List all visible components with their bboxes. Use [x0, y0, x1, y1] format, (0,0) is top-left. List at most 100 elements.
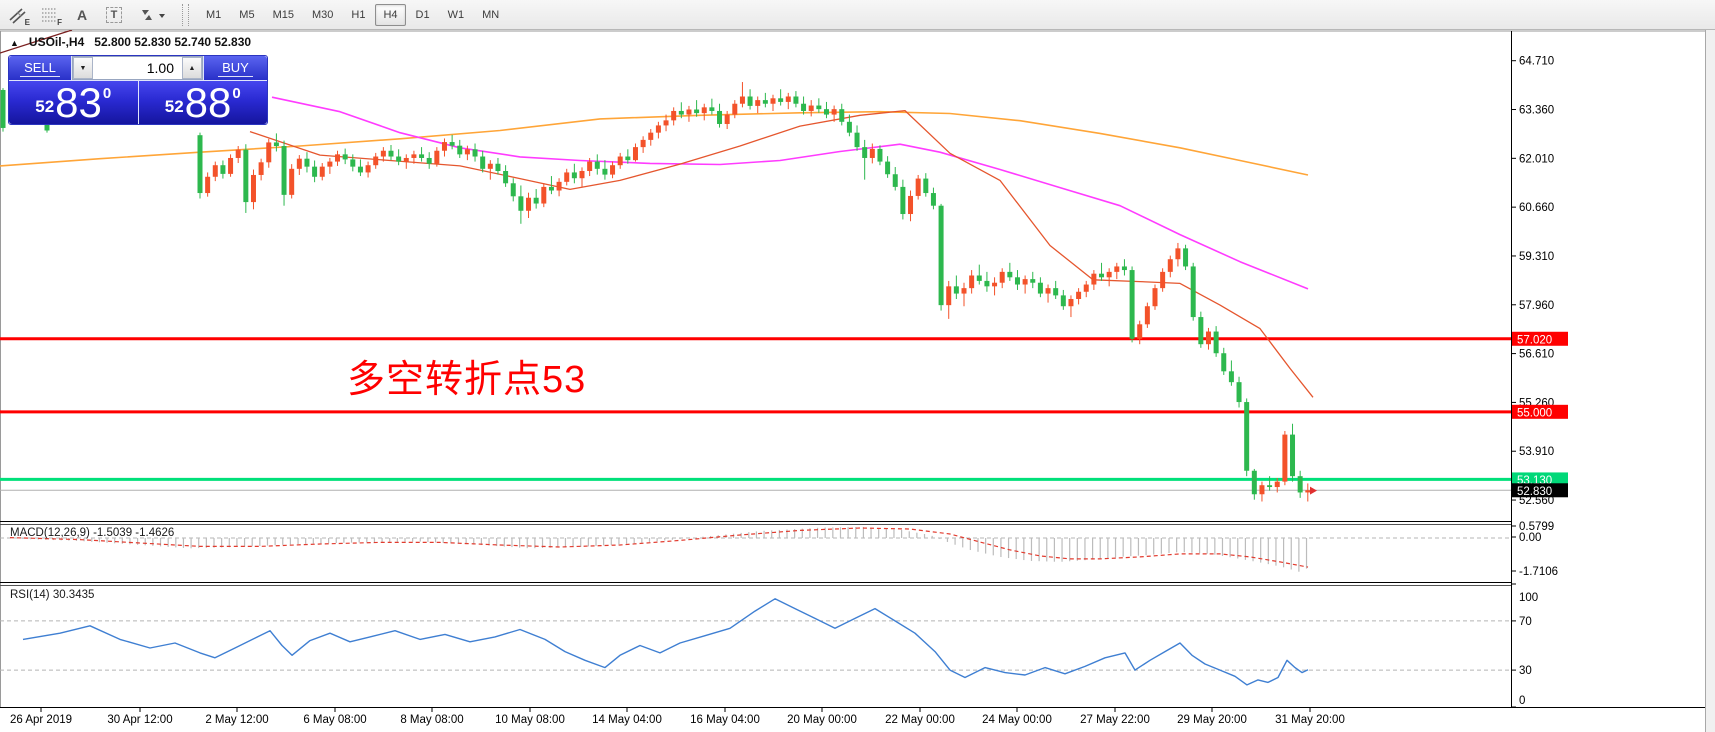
timeframe-button-W1[interactable]: W1	[440, 4, 473, 26]
time-axis-label[interactable]: 31 May 20:00	[1275, 714, 1345, 726]
equidistant-channel-icon[interactable]: E	[4, 2, 32, 28]
candle-body	[594, 161, 600, 169]
fibonacci-retracement-icon[interactable]: F	[42, 8, 62, 27]
time-axis-label[interactable]: 30 Apr 12:00	[107, 714, 172, 726]
timeframe-button-M1[interactable]: M1	[198, 4, 229, 26]
candle-body	[900, 186, 906, 215]
time-axis-label[interactable]: 14 May 04:00	[592, 714, 662, 726]
candle-body	[556, 181, 562, 191]
time-axis-label[interactable]: 22 May 00:00	[885, 714, 955, 726]
time-axis-label[interactable]: 26 Apr 2019	[10, 714, 72, 726]
time-axis-label[interactable]: 6 May 08:00	[303, 714, 366, 726]
candle-body	[350, 159, 356, 167]
candle-body	[625, 156, 631, 161]
candle-body	[579, 170, 585, 179]
candle-body	[785, 96, 791, 102]
sell-button[interactable]: SELL	[9, 56, 71, 80]
candle-body	[816, 105, 822, 110]
volume-increase-button[interactable]: ▲	[182, 57, 202, 79]
candle-body	[762, 100, 768, 104]
candle-body	[717, 110, 723, 124]
candle-body	[1053, 288, 1059, 296]
timeframe-button-M15[interactable]: M15	[265, 4, 302, 26]
price-axis-label: 60.660	[1519, 202, 1554, 214]
volume-decrease-button[interactable]: ▼	[73, 57, 93, 79]
time-axis-label[interactable]: 27 May 22:00	[1080, 714, 1150, 726]
candle-body	[1190, 266, 1196, 318]
candle-body	[1106, 271, 1112, 278]
candle-body	[327, 161, 333, 167]
candle-body	[1060, 295, 1066, 307]
timeframe-button-D1[interactable]: D1	[408, 4, 438, 26]
candle-body	[801, 103, 807, 111]
text-box-icon[interactable]: T	[100, 2, 128, 28]
timeframe-button-H4[interactable]: H4	[375, 3, 406, 26]
candle-body	[526, 197, 532, 211]
volume-input[interactable]: 1.00	[146, 60, 174, 76]
candle-body	[1014, 277, 1020, 285]
time-axis-label[interactable]: 10 May 08:00	[495, 714, 565, 726]
candle-body	[503, 170, 509, 184]
rsi-line	[22, 598, 1309, 686]
candle-body	[243, 149, 249, 203]
candle-body	[946, 286, 952, 306]
candle-body	[464, 149, 470, 155]
candle-body	[266, 142, 272, 163]
price-axis-label: 59.310	[1519, 251, 1554, 263]
candle-body	[846, 121, 852, 133]
time-axis-label[interactable]: 8 May 08:00	[400, 714, 463, 726]
ma-mid-magenta	[271, 96, 1309, 290]
timeframe-button-MN[interactable]: MN	[474, 4, 507, 26]
timeframe-button-M30[interactable]: M30	[304, 4, 341, 26]
price-axis-label: 52.560	[1519, 495, 1554, 507]
candle-body	[823, 109, 829, 115]
cursor-arrows-icon[interactable]	[132, 2, 174, 28]
candle-body	[449, 142, 455, 146]
buy-price-tile[interactable]: 52 88 0	[138, 81, 267, 124]
candle-body	[518, 196, 524, 211]
window-right-edge	[1705, 0, 1715, 732]
timeframe-button-M5[interactable]: M5	[231, 4, 262, 26]
ohlc-values: 52.800 52.830 52.740 52.830	[94, 35, 252, 49]
candle-body	[831, 109, 837, 115]
buy-button[interactable]: BUY	[204, 56, 267, 80]
candle-body	[617, 156, 623, 166]
candle-body	[235, 149, 241, 158]
sell-price-tile[interactable]: 52 83 0	[9, 81, 138, 124]
candle-body	[228, 157, 234, 174]
price-badge-52.830	[1512, 483, 1568, 498]
candle-body	[335, 154, 341, 162]
candle-body	[426, 157, 432, 164]
macd-signal-line	[9, 527, 1309, 568]
candle-body	[289, 168, 295, 195]
candle-body	[869, 148, 875, 158]
time-axis-label[interactable]: 2 May 12:00	[205, 714, 268, 726]
price-axis-label: 62.010	[1519, 153, 1554, 165]
toolbar: E F A T M1 M5 M15 M30 H1 H4 D1 W1 MN	[0, 0, 1715, 30]
candle-body	[908, 195, 914, 215]
candle-body	[671, 110, 677, 121]
candle-body	[1244, 402, 1250, 471]
last-price-arrow-icon	[1310, 486, 1317, 495]
candle-body	[304, 158, 310, 167]
candle-body	[854, 132, 860, 148]
price-axis-label: 64.710	[1519, 56, 1554, 68]
candle-body	[984, 280, 990, 287]
time-axis-label[interactable]: 16 May 04:00	[690, 714, 760, 726]
time-axis-label[interactable]: 24 May 00:00	[982, 714, 1052, 726]
candle-body	[1305, 490, 1311, 493]
timeframe-button-H1[interactable]: H1	[343, 4, 373, 26]
candle-body	[1183, 248, 1189, 267]
candle-body	[1267, 485, 1273, 488]
price-badge-53.130	[1512, 472, 1568, 487]
time-axis-label[interactable]: 29 May 20:00	[1177, 714, 1247, 726]
candle-body	[678, 110, 684, 115]
text-label-icon[interactable]: A	[76, 6, 88, 23]
candle-body	[892, 174, 898, 187]
macd-axis-label: 0.00	[1519, 532, 1541, 544]
candle-body	[640, 139, 646, 148]
price-badge-text: 57.020	[1517, 334, 1552, 346]
time-axis-label[interactable]: 20 May 00:00	[787, 714, 857, 726]
price-badge-text: 55.000	[1517, 407, 1552, 419]
